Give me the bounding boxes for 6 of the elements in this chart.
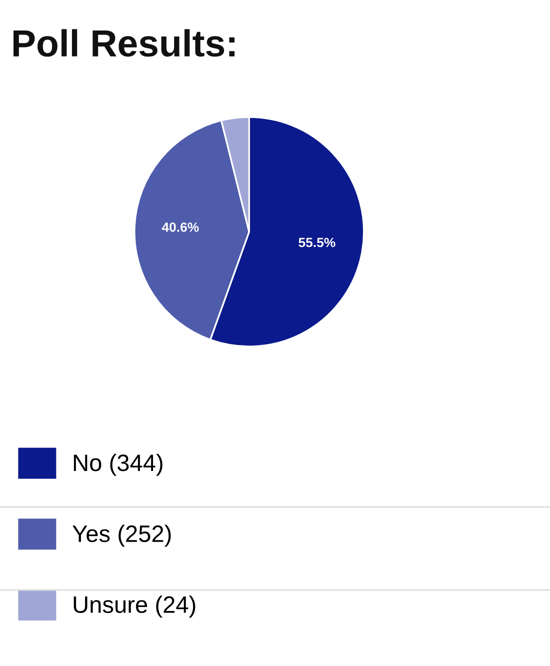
legend-label: Unsure (24) <box>74 596 196 618</box>
chart-title: Poll Results: <box>14 29 235 57</box>
data-label: 55.5% <box>298 238 336 248</box>
legend-label: No (344) <box>74 454 162 476</box>
data-label: 40.6% <box>162 222 199 232</box>
legend-label: Yes (252) <box>72 524 171 547</box>
